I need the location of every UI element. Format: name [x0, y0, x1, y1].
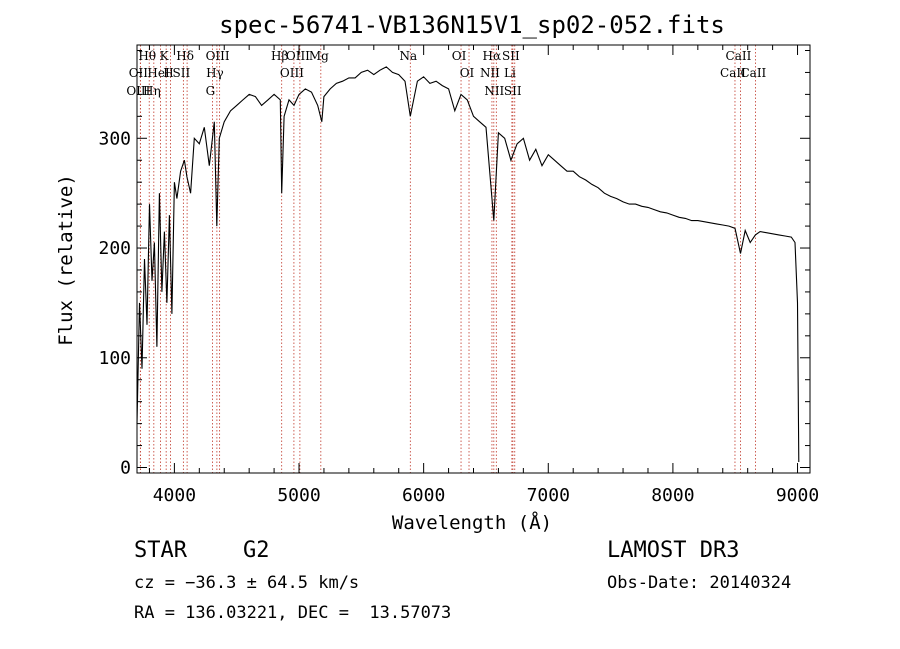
- x-tick-label: 9000: [776, 485, 819, 506]
- line-label: OIII: [206, 49, 230, 63]
- x-tick-label: 7000: [527, 485, 570, 506]
- line-label: OIII: [126, 84, 150, 98]
- subclass: G2: [243, 538, 270, 563]
- line-label: Hθ: [138, 49, 156, 63]
- line-label: H: [163, 66, 173, 80]
- line-label: Hγ: [206, 66, 224, 80]
- y-axis-ticks: 0 100 200 300: [98, 49, 810, 479]
- plot-frame: [136, 44, 811, 474]
- line-label: G: [206, 84, 216, 98]
- line-label: HeI: [147, 66, 170, 80]
- line-label: CaII: [720, 66, 746, 80]
- line-label: Hδ: [176, 49, 194, 63]
- coordinates: RA = 136.03221, DEC = 13.57073: [134, 603, 452, 623]
- line-label: Na: [399, 49, 417, 63]
- line-label: Mg: [309, 49, 329, 63]
- line-label: Hη: [143, 84, 161, 98]
- y-tick-label: 100: [98, 348, 131, 369]
- line-label: NII: [480, 66, 500, 80]
- line-label: NII: [484, 84, 504, 98]
- line-label: OI: [452, 49, 467, 63]
- y-tick-label: 0: [120, 458, 131, 479]
- x-tick-label: 8000: [651, 485, 694, 506]
- line-label: OIII: [286, 49, 310, 63]
- line-label: OII: [129, 66, 149, 80]
- chart-title: spec-56741-VB136N15V1_sp02-052.fits: [219, 11, 725, 39]
- line-label: Li: [504, 66, 516, 80]
- y-axis-label: Flux (relative): [55, 174, 77, 346]
- line-label: Hβ: [271, 49, 288, 63]
- line-label: SII: [504, 84, 522, 98]
- line-label: OI: [460, 66, 475, 80]
- x-tick-label: 5000: [277, 485, 320, 506]
- line-label: CaII: [740, 66, 766, 80]
- x-tick-label: 6000: [402, 485, 445, 506]
- line-label: SII: [173, 66, 191, 80]
- x-axis-label: Wavelength (Å): [392, 511, 552, 534]
- survey-name: LAMOST DR3: [607, 538, 740, 563]
- line-label: K: [160, 49, 170, 63]
- object-class: STAR: [134, 538, 187, 563]
- line-label: OIII: [280, 66, 304, 80]
- line-label: SII: [502, 49, 520, 63]
- flux-series-line: [136, 66, 800, 463]
- line-label: Hα: [483, 49, 502, 63]
- y-tick-label: 300: [98, 128, 131, 149]
- redshift-info: cz = −36.3 ± 64.5 km/s: [134, 573, 360, 593]
- obs-date: Obs-Date: 20140324: [607, 573, 792, 593]
- y-tick-label: 200: [98, 238, 131, 259]
- x-axis-ticks: 4000 5000 6000 7000 8000 9000: [148, 45, 819, 506]
- line-label: CaII: [726, 49, 752, 63]
- x-tick-label: 4000: [153, 485, 196, 506]
